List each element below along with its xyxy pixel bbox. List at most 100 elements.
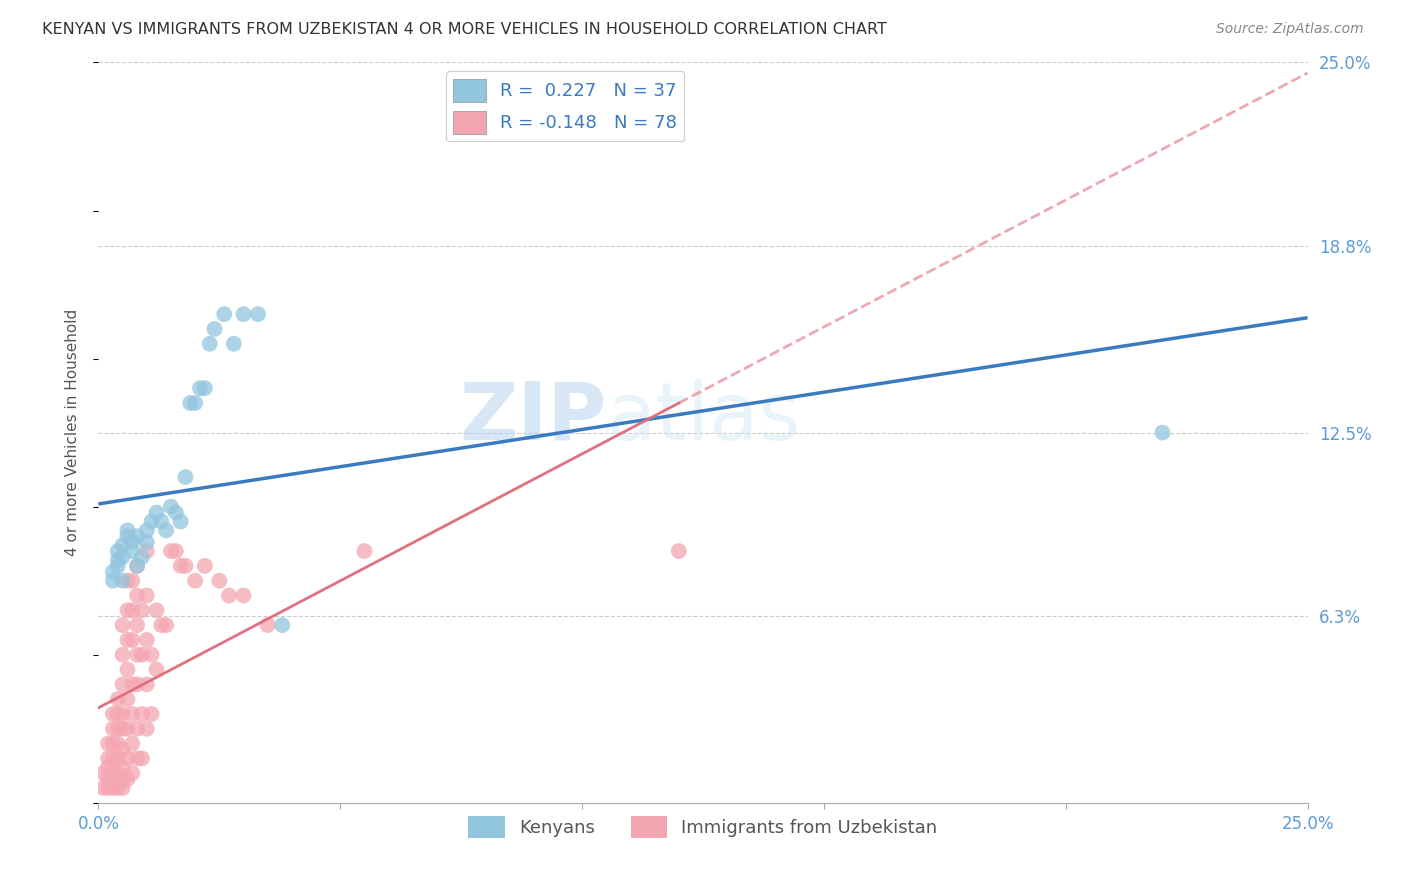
Point bbox=[222, 336, 245, 351]
Point bbox=[184, 396, 207, 410]
Point bbox=[97, 772, 120, 786]
Point bbox=[111, 574, 134, 588]
Point bbox=[111, 618, 134, 632]
Point bbox=[107, 706, 129, 721]
Point bbox=[117, 663, 139, 677]
Point bbox=[107, 751, 129, 765]
Point bbox=[117, 692, 139, 706]
Point bbox=[169, 558, 191, 573]
Point bbox=[111, 706, 134, 721]
Point bbox=[111, 722, 134, 736]
Point bbox=[111, 538, 134, 552]
Point bbox=[97, 780, 120, 795]
Point bbox=[117, 574, 139, 588]
Point bbox=[668, 544, 690, 558]
Point bbox=[97, 760, 120, 774]
Point bbox=[107, 553, 129, 567]
Point bbox=[111, 772, 134, 786]
Point bbox=[208, 574, 231, 588]
Point bbox=[97, 737, 120, 751]
Point bbox=[135, 722, 157, 736]
Point bbox=[117, 524, 139, 538]
Point bbox=[111, 677, 134, 691]
Point bbox=[107, 692, 129, 706]
Point bbox=[107, 558, 129, 573]
Point bbox=[165, 544, 187, 558]
Point bbox=[174, 558, 197, 573]
Point bbox=[131, 751, 153, 765]
Point bbox=[135, 589, 157, 603]
Point bbox=[121, 706, 143, 721]
Point bbox=[127, 751, 149, 765]
Point bbox=[117, 529, 139, 543]
Point bbox=[353, 544, 375, 558]
Point bbox=[91, 780, 114, 795]
Point bbox=[101, 706, 124, 721]
Y-axis label: 4 or more Vehicles in Household: 4 or more Vehicles in Household bbox=[65, 309, 80, 557]
Point bbox=[117, 751, 139, 765]
Point bbox=[117, 722, 139, 736]
Point bbox=[232, 307, 254, 321]
Point bbox=[247, 307, 270, 321]
Point bbox=[107, 544, 129, 558]
Text: Source: ZipAtlas.com: Source: ZipAtlas.com bbox=[1216, 22, 1364, 37]
Point bbox=[107, 722, 129, 736]
Point bbox=[101, 751, 124, 765]
Point bbox=[198, 336, 221, 351]
Point bbox=[121, 737, 143, 751]
Point bbox=[117, 772, 139, 786]
Point bbox=[127, 589, 149, 603]
Point bbox=[165, 506, 187, 520]
Point bbox=[131, 706, 153, 721]
Point bbox=[194, 381, 217, 395]
Point bbox=[91, 766, 114, 780]
Point bbox=[194, 558, 217, 573]
Point bbox=[145, 663, 167, 677]
Point bbox=[121, 677, 143, 691]
Point bbox=[111, 780, 134, 795]
Point bbox=[1152, 425, 1174, 440]
Point bbox=[127, 648, 149, 662]
Point bbox=[121, 574, 143, 588]
Point bbox=[111, 742, 134, 756]
Point bbox=[232, 589, 254, 603]
Point bbox=[135, 632, 157, 647]
Point bbox=[101, 722, 124, 736]
Point bbox=[101, 565, 124, 579]
Point bbox=[97, 751, 120, 765]
Point bbox=[141, 648, 163, 662]
Point bbox=[135, 677, 157, 691]
Point bbox=[121, 766, 143, 780]
Point bbox=[184, 574, 207, 588]
Point bbox=[121, 632, 143, 647]
Point bbox=[101, 780, 124, 795]
Point bbox=[117, 632, 139, 647]
Point bbox=[127, 529, 149, 543]
Point bbox=[111, 760, 134, 774]
Point bbox=[150, 618, 173, 632]
Point bbox=[127, 722, 149, 736]
Point bbox=[188, 381, 211, 395]
Point bbox=[121, 535, 143, 549]
Point bbox=[160, 500, 183, 514]
Point bbox=[160, 544, 183, 558]
Point bbox=[111, 549, 134, 564]
Point bbox=[145, 506, 167, 520]
Point bbox=[271, 618, 294, 632]
Point bbox=[131, 549, 153, 564]
Point bbox=[127, 558, 149, 573]
Text: atlas: atlas bbox=[606, 379, 800, 457]
Point bbox=[107, 766, 129, 780]
Point bbox=[256, 618, 278, 632]
Point bbox=[107, 780, 129, 795]
Point bbox=[204, 322, 226, 336]
Point bbox=[135, 535, 157, 549]
Point bbox=[135, 524, 157, 538]
Point bbox=[127, 558, 149, 573]
Point bbox=[117, 603, 139, 617]
Point bbox=[107, 737, 129, 751]
Point bbox=[131, 603, 153, 617]
Point bbox=[127, 677, 149, 691]
Legend: Kenyans, Immigrants from Uzbekistan: Kenyans, Immigrants from Uzbekistan bbox=[461, 809, 945, 846]
Point bbox=[169, 515, 191, 529]
